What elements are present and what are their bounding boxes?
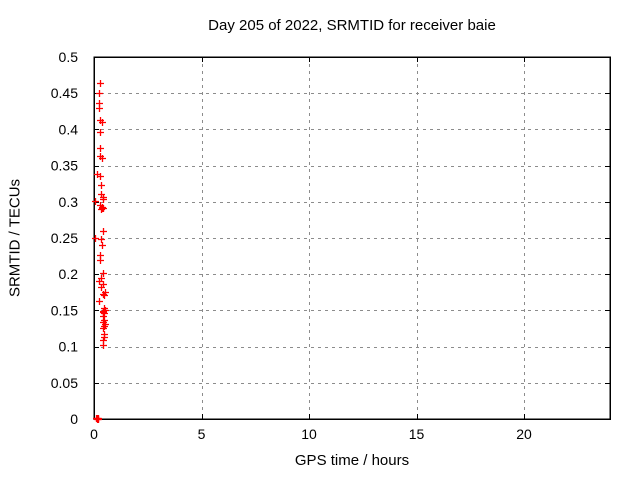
data-point-marker [96, 278, 103, 285]
data-point-marker [96, 90, 103, 97]
data-point-marker [100, 342, 107, 349]
data-point-marker [97, 145, 104, 152]
y-tick-label: 0.5 [59, 49, 79, 65]
data-point-marker [98, 284, 105, 291]
y-tick-label: 0.15 [51, 302, 78, 318]
data-point-marker [100, 228, 107, 235]
data-point-marker [98, 182, 105, 189]
y-tick-label: 0.4 [59, 121, 79, 137]
data-point-marker [101, 310, 108, 317]
data-point-marker [99, 119, 106, 126]
data-point-marker [98, 206, 105, 213]
data-point-marker [100, 270, 107, 277]
y-tick-label: 0.45 [51, 85, 78, 101]
data-point-marker [97, 129, 104, 136]
data-point-marker [92, 235, 99, 242]
x-tick-label: 5 [198, 426, 206, 442]
data-point-marker [99, 242, 106, 249]
y-tick-label: 0.35 [51, 158, 78, 174]
data-point-marker [97, 173, 104, 180]
data-point-marker [101, 334, 108, 341]
data-point-marker [100, 325, 107, 332]
y-tick-label: 0.25 [51, 230, 78, 246]
y-tick-label: 0 [70, 411, 78, 427]
data-point-marker [100, 291, 107, 298]
data-point-marker [99, 155, 106, 162]
x-tick-label: 15 [409, 426, 425, 442]
data-point-marker [95, 416, 102, 423]
data-point-marker [96, 105, 103, 112]
y-tick-label: 0.3 [59, 194, 79, 210]
data-point-marker [101, 292, 108, 299]
chart-title: Day 205 of 2022, SRMTID for receiver bai… [208, 17, 496, 34]
y-tick-label: 0.2 [59, 266, 79, 282]
data-point-marker [97, 80, 104, 87]
data-point-marker [100, 196, 107, 203]
y-tick-label: 0.05 [51, 375, 78, 391]
data-point-marker [92, 198, 99, 205]
data-point-marker [100, 313, 107, 320]
x-axis-label: GPS time / hours [294, 452, 410, 469]
data-point-marker [96, 298, 103, 305]
data-point-marker [99, 205, 106, 212]
data-point-marker [98, 236, 105, 243]
data-point-marker [97, 257, 104, 264]
y-tick-label: 0.1 [59, 339, 79, 355]
x-tick-label: 10 [301, 426, 317, 442]
x-tick-label: 0 [90, 426, 98, 442]
y-axis-label: SRMTID / TECUs [6, 178, 24, 298]
x-tick-label: 20 [516, 426, 532, 442]
